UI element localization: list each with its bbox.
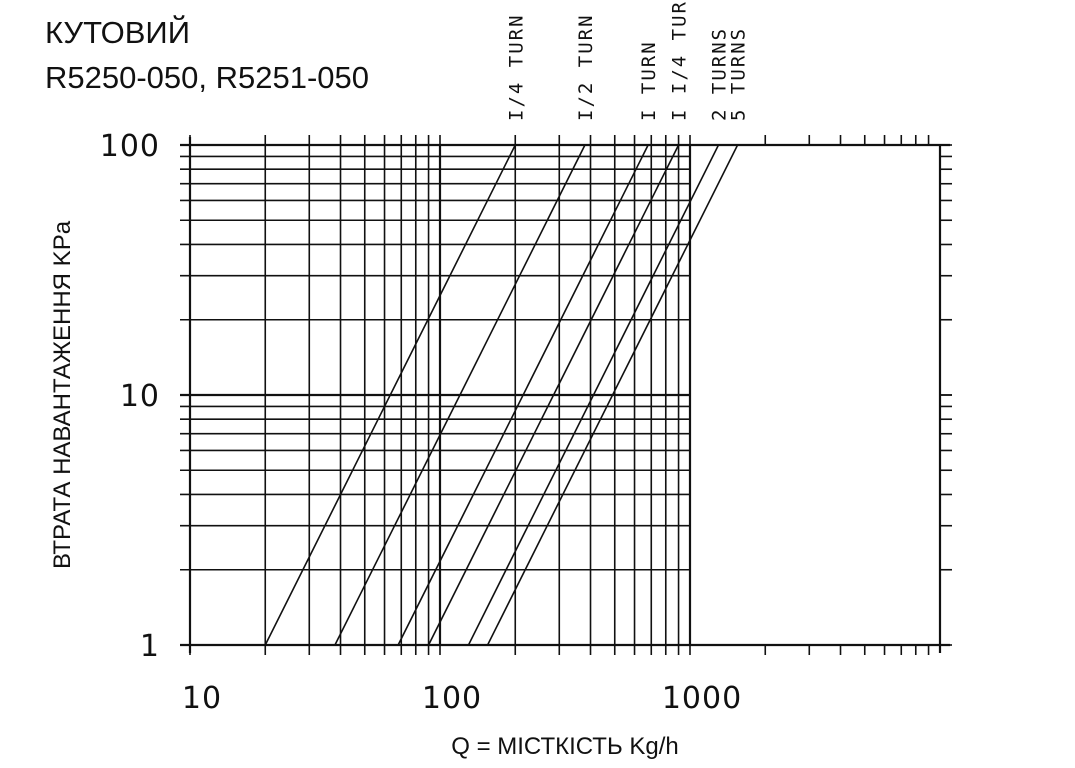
- y-tick-label: 1: [140, 629, 160, 664]
- curve-label: I/2 TURN: [575, 13, 597, 121]
- chart-title-line2: R5250-050, R5251-050: [45, 60, 369, 95]
- chart-title-line1: КУТОВИЙ: [45, 14, 190, 50]
- curve-line: [397, 144, 649, 646]
- tick-labels: 10 100 1000 1 10 100: [100, 129, 742, 716]
- curve-label: I/4 TURN: [505, 13, 527, 121]
- curve-labels: I/4 TURN I/2 TURN I TURN I I/4 TURN 2 TURNS5…: [505, 0, 749, 121]
- y-tick-label: 100: [100, 129, 160, 164]
- x-axis-label: Q = МІСТКІСТЬ Kg/h: [451, 733, 679, 760]
- curve-line: [264, 144, 516, 646]
- curve-line: [427, 144, 680, 646]
- grid: [180, 137, 950, 653]
- curve-label: I I/4 TURN: [669, 0, 691, 121]
- curve-label: 2 TURNS: [708, 27, 730, 121]
- curves: [264, 144, 739, 646]
- curve-line: [467, 144, 720, 646]
- curve-line: [334, 144, 586, 646]
- curve-line: [486, 144, 739, 646]
- curve-label: I TURN: [638, 40, 660, 121]
- x-tick-label: 10: [182, 681, 222, 716]
- curve-label: 5 TURNS: [728, 27, 750, 121]
- x-tick-label: 100: [422, 681, 482, 716]
- y-axis-label: ВТРАТА НАВАНТАЖЕННЯ KPa: [49, 220, 76, 569]
- x-tick-label: 1000: [662, 681, 742, 716]
- axis-ticks: [189, 135, 952, 655]
- y-tick-label: 10: [120, 379, 160, 414]
